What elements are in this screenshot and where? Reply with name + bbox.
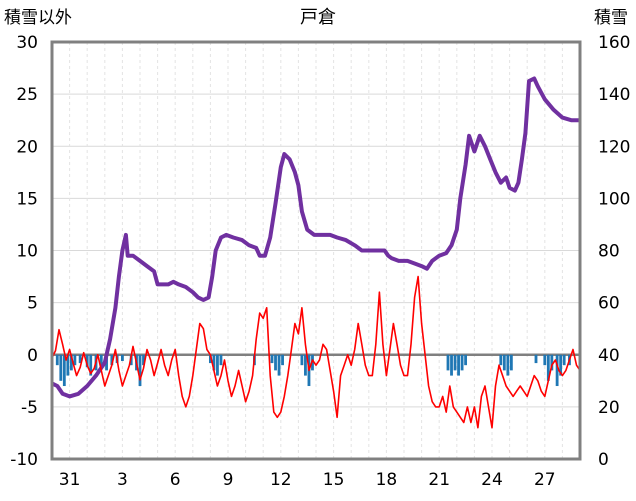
precip-bar [78,354,82,364]
precip-bar [534,354,538,364]
left-tick-label: 25 [16,85,38,105]
precip-bar [304,354,307,376]
left-axis-label: 積雪以外 [4,8,72,28]
right-tick-label: 140 [598,85,630,105]
precip-bar [73,354,77,366]
x-tick-label: 6 [170,470,181,490]
x-tick-label: 24 [481,470,503,490]
precip-bar [509,354,513,371]
right-tick-label: 0 [598,450,609,470]
precip-bar [281,354,284,366]
plot-frame [50,40,582,461]
right-tick-label: 120 [598,137,630,157]
left-tick-label: 5 [27,294,38,314]
x-tick-label: 18 [376,470,398,490]
right-tick-label: 40 [598,346,620,366]
precip-bar [62,354,66,387]
precip-bar [55,354,59,366]
left-tick-label: -5 [21,398,38,418]
precip-bar [59,354,63,381]
precip-bar [274,354,277,371]
precip-bar [311,354,314,371]
precip-bar [457,354,460,376]
precip-bar [85,354,89,368]
precip-bar [270,354,274,364]
x-tick-label: 12 [270,470,292,490]
precip-bar [499,354,503,366]
left-tick-label: 15 [16,189,38,209]
precip-bar [138,354,142,387]
temperature-line [51,275,581,429]
precip-bar [450,354,453,376]
precip-bar [99,354,103,366]
precip-bar [110,354,114,366]
left-tick-label: 20 [16,137,38,157]
precip-bar [219,354,223,366]
precip-bar [277,354,281,376]
precip-bar [555,354,559,387]
right-tick-label: 60 [598,294,620,314]
x-tick-label: 27 [534,470,556,490]
x-tick-label: 21 [428,470,450,490]
precip-bar [502,354,506,371]
precip-bar [446,354,450,371]
left-tick-label: 30 [16,33,38,53]
right-axis-ticks: 0 20 40 60 80 100 120 140 160 [598,33,630,470]
precip-bar [89,354,93,376]
x-tick-label: 15 [323,470,345,490]
right-tick-label: 80 [598,242,620,262]
snow-depth-line [51,76,580,399]
precip-bar [66,354,70,376]
precip-bar [453,354,457,371]
right-tick-label: 20 [598,398,620,418]
precip-bar [212,354,216,371]
right-tick-label: 100 [598,189,630,209]
precip-bar [550,354,554,371]
precip-bar [506,354,510,376]
chart-title: 戸倉 [300,7,336,28]
right-tick-label: 160 [598,33,630,53]
bar-series [55,354,571,387]
x-tick-label: 31 [59,470,81,490]
precip-bar [543,354,547,366]
precip-bar [559,354,563,376]
precip-bar [216,354,219,376]
x-tick-label: 9 [223,470,234,490]
precip-bar [208,354,212,364]
right-axis-label: 積雪 [594,8,628,28]
x-tick-label: 3 [117,470,128,490]
left-tick-label: 0 [27,346,38,366]
line-series [51,76,581,429]
left-tick-label: -10 [10,450,38,470]
precip-bar [464,354,468,366]
precip-bar [460,354,464,371]
precip-bar [300,354,304,366]
x-axis-ticks: 31 3 6 9 12 15 18 21 24 27 [59,470,556,490]
precip-bar [69,354,73,371]
left-tick-label: 10 [16,242,38,262]
precip-bar [546,354,550,381]
precip-bar [120,354,124,362]
grid [52,41,580,460]
precip-bar [562,354,566,366]
left-axis-ticks: -10 -5 0 5 10 15 20 25 30 [10,33,38,470]
precip-bar [142,354,145,366]
